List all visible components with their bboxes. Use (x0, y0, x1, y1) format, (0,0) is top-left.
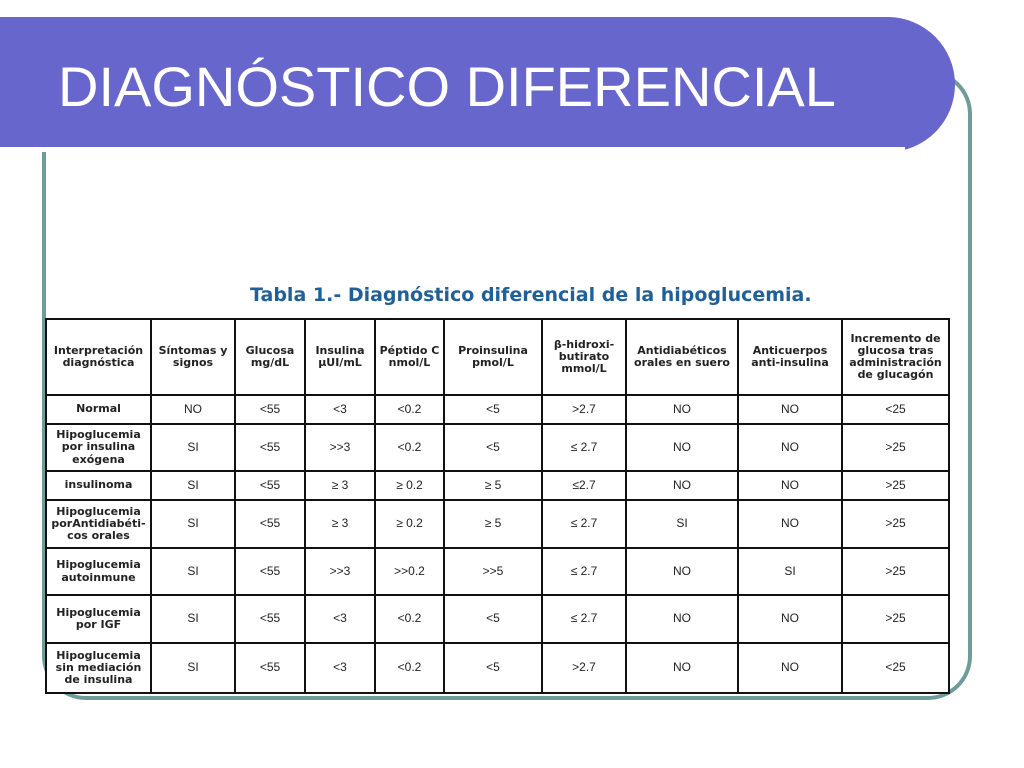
title-bar: DIAGNÓSTICO DIFERENCIAL (0, 17, 955, 152)
table-cell: NO (737, 499, 843, 549)
table-cell: >25 (841, 499, 950, 549)
diagnosis-table: Interpretación diagnóstica Síntomas y si… (45, 318, 950, 694)
table-cell: ≥ 0.2 (374, 470, 445, 501)
table-cell: >2.7 (541, 642, 627, 694)
table-cell: <55 (234, 499, 306, 549)
table-cell: NO (737, 394, 843, 425)
table-cell: SI (150, 423, 236, 472)
table-cell: <55 (234, 547, 306, 596)
table-cell: >25 (841, 594, 950, 644)
table-cell: ≥ 5 (443, 470, 543, 501)
row-label: Hipoglucemia porAntidiabéti-cos orales (45, 499, 152, 549)
header-cell: Proinsulina pmol/L (443, 318, 543, 396)
row-label: Hipoglucemia sin mediación de insulina (45, 642, 152, 694)
table-cell: NO (625, 394, 739, 425)
table-cell: ≥ 0.2 (374, 499, 445, 549)
table-cell: NO (625, 423, 739, 472)
table-cell: >25 (841, 423, 950, 472)
row-label: Hipoglucemia por IGF (45, 594, 152, 644)
row-label: Hipoglucemia por insulina exógena (45, 423, 152, 472)
table-cell: ≤2.7 (541, 470, 627, 501)
table-cell: <5 (443, 642, 543, 694)
table-cell: <3 (304, 394, 376, 425)
table-cell: >2.7 (541, 394, 627, 425)
table-cell: <55 (234, 642, 306, 694)
header-cell: Insulina µUI/mL (304, 318, 376, 396)
table-header-row: Interpretación diagnóstica Síntomas y si… (45, 318, 950, 396)
table-cell: ≥ 3 (304, 470, 376, 501)
table-cell: NO (150, 394, 236, 425)
table-cell: >>3 (304, 423, 376, 472)
table-cell: >>0.2 (374, 547, 445, 596)
table-cell: NO (625, 470, 739, 501)
table-row: Hipoglucemia porAntidiabéti-cos orales S… (45, 499, 950, 549)
header-cell: Anticuerpos anti-insulina (737, 318, 843, 396)
row-label: Hipoglucemia autoinmune (45, 547, 152, 596)
diagnosis-table-container: Interpretación diagnóstica Síntomas y si… (45, 318, 950, 694)
table-row: Hipoglucemia autoinmune SI <55 >>3 >>0.2… (45, 547, 950, 596)
table-row: Hipoglucemia sin mediación de insulina S… (45, 642, 950, 694)
table-cell: SI (150, 594, 236, 644)
table-cell: <0.2 (374, 394, 445, 425)
table-row: Normal NO <55 <3 <0.2 <5 >2.7 NO NO <25 (45, 394, 950, 425)
table-cell: <0.2 (374, 423, 445, 472)
table-cell: ≤ 2.7 (541, 499, 627, 549)
slide-title: DIAGNÓSTICO DIFERENCIAL (58, 55, 836, 118)
table-cell: NO (737, 642, 843, 694)
table-cell: NO (625, 594, 739, 644)
table-cell: NO (737, 470, 843, 501)
header-cell: Interpretación diagnóstica (45, 318, 152, 396)
table-cell: ≥ 3 (304, 499, 376, 549)
header-cell: Incremento de glucosa tras administració… (841, 318, 950, 396)
header-cell: β-hidroxi-butirato mmol/L (541, 318, 627, 396)
table-row: insulinoma SI <55 ≥ 3 ≥ 0.2 ≥ 5 ≤2.7 NO … (45, 470, 950, 501)
table-cell: ≤ 2.7 (541, 423, 627, 472)
title-underline (0, 147, 905, 152)
table-cell: SI (150, 499, 236, 549)
table-cell: SI (737, 547, 843, 596)
table-cell: NO (625, 547, 739, 596)
table-cell: SI (150, 642, 236, 694)
table-cell: <5 (443, 594, 543, 644)
header-cell: Péptido C nmol/L (374, 318, 445, 396)
table-caption: Tabla 1.- Diagnóstico diferencial de la … (250, 284, 812, 306)
table-cell: <3 (304, 642, 376, 694)
table-cell: <3 (304, 594, 376, 644)
header-cell: Síntomas y signos (150, 318, 236, 396)
header-cell: Glucosa mg/dL (234, 318, 306, 396)
row-label: insulinoma (45, 470, 152, 501)
table-cell: <55 (234, 594, 306, 644)
header-cell: Antidiabéticos orales en suero (625, 318, 739, 396)
table-cell: >25 (841, 547, 950, 596)
table-cell: <0.2 (374, 594, 445, 644)
table-cell: <5 (443, 394, 543, 425)
table-cell: >>5 (443, 547, 543, 596)
table-cell: ≥ 5 (443, 499, 543, 549)
table-cell: NO (625, 642, 739, 694)
table-cell: ≤ 2.7 (541, 547, 627, 596)
table-cell: <55 (234, 394, 306, 425)
table-cell: SI (625, 499, 739, 549)
table-cell: <0.2 (374, 642, 445, 694)
table-row: Hipoglucemia por insulina exógena SI <55… (45, 423, 950, 472)
table-cell: SI (150, 547, 236, 596)
table-cell: NO (737, 594, 843, 644)
table-cell: <25 (841, 394, 950, 425)
table-cell: ≤ 2.7 (541, 594, 627, 644)
table-cell: <25 (841, 642, 950, 694)
table-cell: <55 (234, 470, 306, 501)
table-cell: >>3 (304, 547, 376, 596)
table-cell: <5 (443, 423, 543, 472)
table-cell: <55 (234, 423, 306, 472)
table-cell: NO (737, 423, 843, 472)
table-cell: >25 (841, 470, 950, 501)
table-row: Hipoglucemia por IGF SI <55 <3 <0.2 <5 ≤… (45, 594, 950, 644)
row-label: Normal (45, 394, 152, 425)
table-cell: SI (150, 470, 236, 501)
